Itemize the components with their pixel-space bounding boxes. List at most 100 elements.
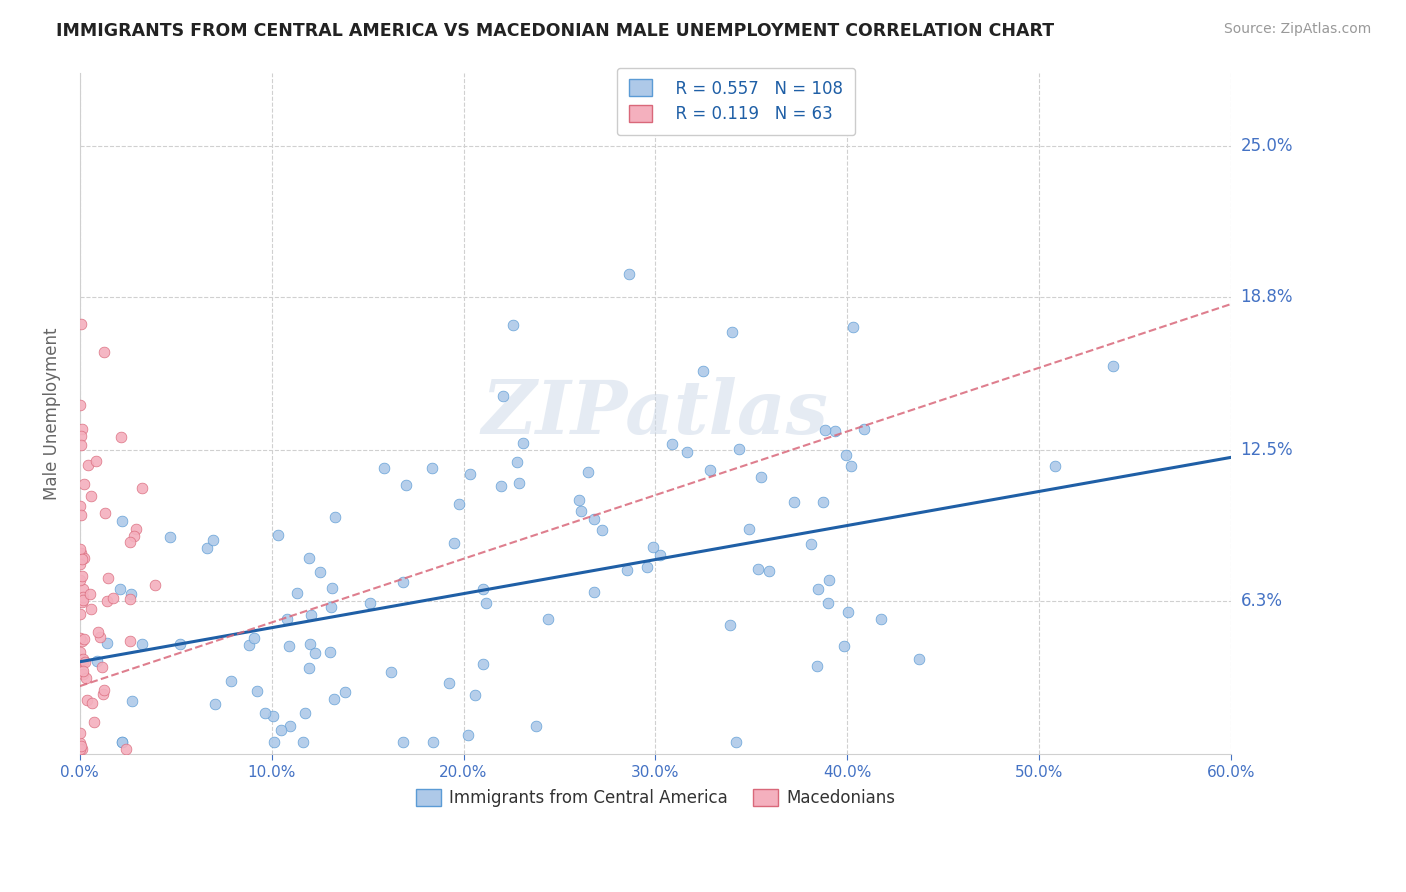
Point: [69, 736, 91, 750]
Point: [246, 684, 269, 698]
Point: [583, 585, 606, 599]
Point: [817, 596, 839, 610]
Point: [506, 455, 529, 469]
Point: [80, 602, 103, 616]
Point: [70, 742, 93, 756]
Point: [83, 714, 105, 729]
Point: [512, 436, 534, 450]
Point: [70, 317, 93, 331]
Point: [96, 594, 118, 608]
Point: [278, 719, 301, 733]
Point: [1101, 359, 1123, 373]
Point: [321, 581, 343, 595]
Text: ZIPatlas: ZIPatlas: [482, 377, 828, 450]
Point: [807, 582, 830, 596]
Point: [870, 612, 893, 626]
Point: [502, 318, 524, 333]
Point: [1043, 459, 1066, 474]
Point: [359, 596, 381, 610]
Point: [124, 522, 146, 536]
Point: [219, 674, 242, 689]
Point: [721, 325, 744, 339]
Point: [323, 691, 346, 706]
Point: [299, 608, 322, 623]
Point: [304, 646, 326, 660]
Point: [69, 631, 91, 645]
Point: [120, 587, 142, 601]
Point: [270, 723, 292, 737]
Point: [298, 661, 321, 675]
Point: [69, 398, 91, 412]
Point: [72, 569, 94, 583]
Point: [472, 582, 495, 596]
Point: [491, 389, 513, 403]
Point: [308, 565, 330, 579]
Point: [294, 706, 316, 721]
Point: [783, 494, 806, 508]
Point: [749, 470, 772, 484]
Point: [115, 742, 138, 756]
Point: [73, 551, 96, 566]
Point: [675, 445, 697, 459]
Point: [195, 541, 218, 555]
Point: [75, 671, 97, 685]
Point: [852, 422, 875, 436]
Point: [69, 726, 91, 740]
Text: Source: ZipAtlas.com: Source: ZipAtlas.com: [1223, 22, 1371, 37]
Point: [837, 605, 859, 619]
Point: [287, 585, 309, 599]
Text: IMMIGRANTS FROM CENTRAL AMERICA VS MACEDONIAN MALE UNEMPLOYMENT CORRELATION CHAR: IMMIGRANTS FROM CENTRAL AMERICA VS MACED…: [56, 22, 1054, 40]
Point: [758, 564, 780, 578]
Point: [727, 442, 749, 456]
Point: [94, 506, 117, 520]
Point: [89, 630, 111, 644]
Point: [420, 461, 443, 475]
Point: [72, 665, 94, 679]
Point: [121, 694, 143, 708]
Point: [323, 510, 346, 524]
Point: [291, 735, 314, 749]
Point: [267, 527, 290, 541]
Point: [298, 550, 321, 565]
Point: [69, 573, 91, 587]
Point: [69, 546, 91, 560]
Point: [449, 497, 471, 511]
Point: [835, 449, 858, 463]
Point: [591, 523, 613, 537]
Text: 12.5%: 12.5%: [1240, 441, 1294, 459]
Point: [118, 592, 141, 607]
Point: [800, 537, 823, 551]
Point: [77, 458, 100, 472]
Point: [69, 742, 91, 756]
Y-axis label: Male Unemployment: Male Unemployment: [44, 327, 60, 500]
Point: [143, 578, 166, 592]
Point: [373, 460, 395, 475]
Point: [93, 345, 115, 359]
Point: [692, 364, 714, 378]
Point: [69, 557, 91, 571]
Point: [254, 706, 277, 720]
Point: [69, 607, 91, 622]
Point: [443, 536, 465, 550]
Point: [204, 697, 226, 711]
Point: [75, 655, 97, 669]
Point: [101, 591, 124, 606]
Point: [82, 697, 104, 711]
Point: [464, 688, 486, 702]
Point: [636, 560, 658, 574]
Point: [718, 618, 741, 632]
Point: [72, 595, 94, 609]
Point: [72, 655, 94, 669]
Point: [76, 693, 98, 707]
Point: [111, 514, 134, 528]
Point: [842, 320, 865, 334]
Point: [72, 477, 94, 491]
Point: [458, 467, 481, 481]
Point: [568, 493, 591, 508]
Point: [201, 533, 224, 547]
Point: [238, 638, 260, 652]
Point: [69, 739, 91, 753]
Point: [93, 682, 115, 697]
Point: [70, 421, 93, 435]
Point: [79, 587, 101, 601]
